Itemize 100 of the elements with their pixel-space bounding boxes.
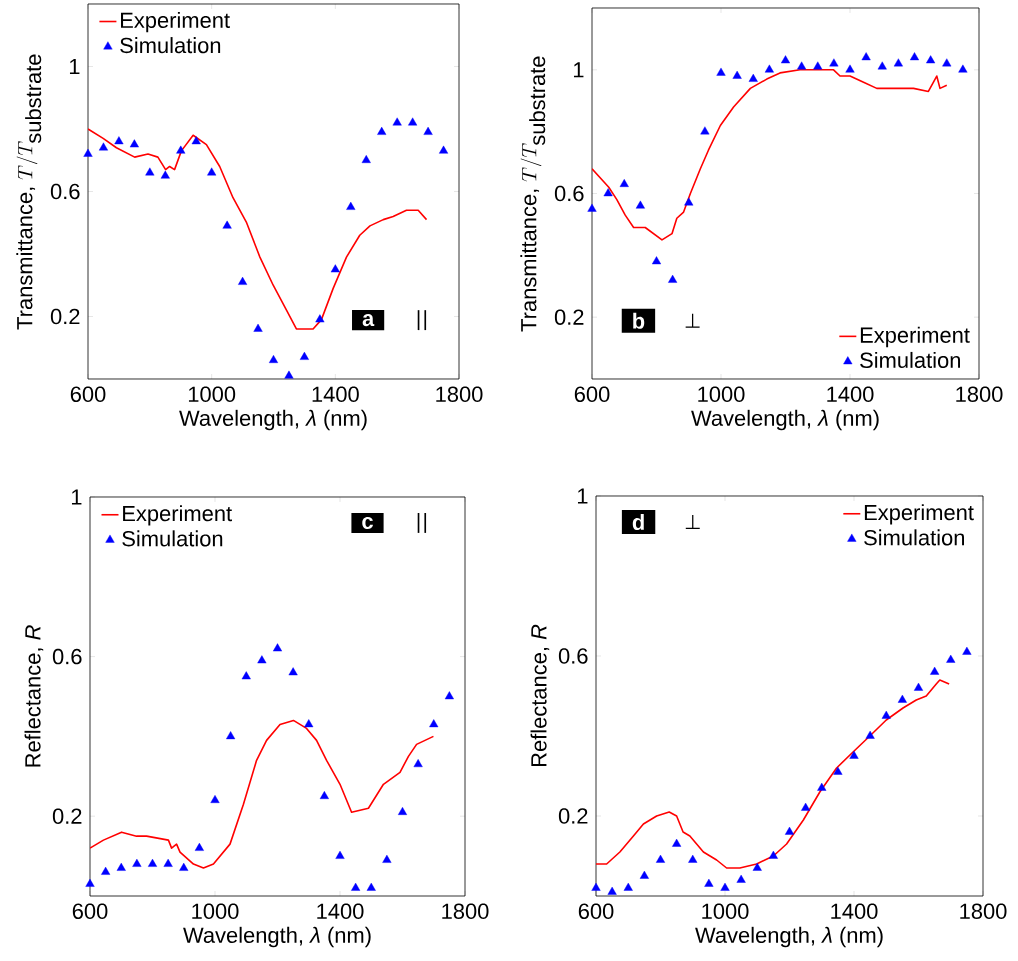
x-axis-title: Wavelength, λ (nm) [183,926,371,948]
y-tick-label: 1 [577,488,588,504]
point [257,655,267,664]
point [764,64,774,73]
point [413,759,423,768]
point [591,882,601,891]
x-tick-label: 1800 [436,386,483,403]
point [639,870,649,879]
point [284,370,294,379]
x-tick-label: 1400 [312,386,359,403]
y-tick-label: 0.6 [558,648,588,664]
y-tick-label: 0.2 [52,808,82,824]
y-axis-title: Reflectance, R [530,624,550,767]
point [330,264,340,273]
point [210,795,220,803]
point [335,850,345,859]
y-axis-title: $\mbox{Transmittance, }T/T_{\mbox{substrate}}$ [16,54,42,330]
point [397,807,408,815]
annotation: ⊥ [685,313,700,328]
x-tick-label: 600 [70,386,106,403]
point [114,136,124,145]
point [780,55,791,64]
point [382,854,392,863]
x-tick-label: 1800 [960,903,1007,920]
point [958,64,968,73]
legend-label: Experiment [860,326,970,348]
point [700,126,710,135]
point [897,694,907,703]
point [849,750,859,759]
point [272,643,283,652]
annotation: b [633,312,645,329]
x-tick-label: 1800 [956,386,1003,403]
x-tick-label: 1400 [827,386,874,403]
point [801,802,811,811]
point [813,61,823,70]
point [748,73,758,82]
point [623,882,633,891]
point [893,58,903,67]
x-tick-label: 1000 [702,903,749,920]
point [668,274,678,283]
y-tick-label: 0.6 [52,648,82,665]
point [163,858,173,867]
y-tick-label: 0.2 [50,308,80,325]
point [926,55,936,64]
point [684,197,694,206]
point [423,126,433,135]
point [319,791,329,799]
point [145,167,155,176]
point [101,866,111,875]
annotation: || [417,512,427,533]
point [429,719,439,728]
point [587,203,597,212]
y-tick-label: 0.2 [554,309,584,325]
y-tick-label: 0.6 [554,185,584,202]
legend-label: Experiment [864,504,974,525]
y-axis-title: Reflectance, R [24,625,44,767]
point [241,671,251,680]
point [736,874,746,883]
point [635,200,645,209]
annotation: d [632,513,644,531]
annotation: a [362,314,375,327]
point [288,667,298,676]
line-series [88,128,428,330]
point [392,117,402,126]
legend-label: Simulation [860,351,960,369]
point [829,58,839,67]
x-tick-label: 1800 [442,903,489,920]
point [238,276,248,285]
point [603,188,613,197]
point [377,126,387,135]
annotation: ⊥ [685,515,700,529]
point [909,52,920,61]
point [116,862,126,871]
point [83,148,93,157]
point [439,145,449,154]
x-tick-label: 1000 [192,903,239,920]
point [179,862,189,871]
point [930,666,940,675]
x-axis-title: Wavelength, λ (nm) [179,409,367,431]
point [655,854,666,863]
x-axis-title: Wavelength, λ (nm) [695,926,883,948]
legend-label: Simulation [864,529,964,546]
point [147,858,158,867]
y-tick-label: 1 [71,489,82,505]
x-tick-label: 1400 [831,903,878,920]
point [833,766,843,775]
point [688,854,698,863]
point [942,58,952,67]
point [315,314,325,323]
point [720,882,730,891]
legend-label: Simulation [122,530,223,547]
point [85,878,95,887]
point [222,220,232,229]
point [194,842,204,851]
point [752,862,762,871]
point [784,826,795,835]
point [226,731,236,740]
point [865,730,875,739]
point [672,838,682,847]
point [845,64,855,73]
